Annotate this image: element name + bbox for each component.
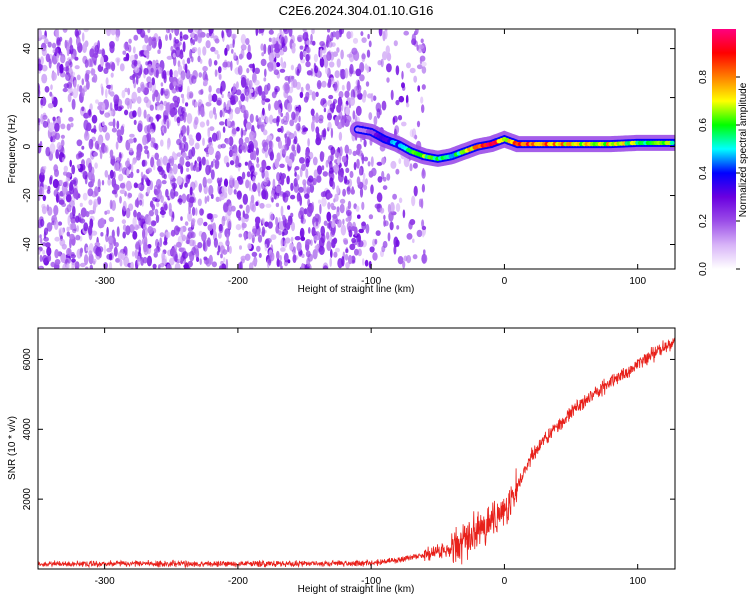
colorbar: 0.0 0.2 0.4 0.6 0.8 Normalized spectral ampl… — [698, 29, 749, 276]
x-tick-label: -300 — [95, 276, 115, 287]
y-tick-label: 6000 — [22, 348, 33, 371]
x-tick-label: -200 — [228, 276, 248, 287]
spectrogram-y-axis-label: Frequency (Hz) — [7, 115, 18, 184]
noise-field — [38, 29, 428, 269]
colorbar-tick-label: 0.6 — [698, 118, 709, 132]
y-tick-label: -20 — [22, 188, 33, 203]
spectrogram-x-ticks: -300 -200 -100 0 100 — [95, 29, 646, 287]
colorbar-label: Normalized spectral amplitude — [738, 82, 749, 217]
spectrogram-frame — [37, 28, 676, 270]
x-tick-label: 0 — [502, 576, 508, 587]
y-tick-label: 40 — [22, 43, 33, 55]
spectrogram-x-axis-label: Height of straight line (km) — [298, 284, 415, 295]
snr-series-line — [38, 337, 675, 569]
snr-panel: -300 -200 -100 0 100 2000 4000 6000 Height of … — [7, 327, 676, 595]
colorbar-tick-label: 0.0 — [698, 262, 709, 276]
y-tick-label: -40 — [22, 237, 33, 252]
snr-frame — [37, 327, 676, 570]
snr-y-axis-label: SNR (10 * v/v) — [7, 416, 18, 480]
x-tick-label: -200 — [228, 576, 248, 587]
x-tick-label: -100 — [361, 276, 381, 287]
spectrogram-y-ticks: -40 -20 0 20 40 — [22, 43, 675, 252]
spectrogram-image — [38, 29, 675, 269]
y-tick-label: 20 — [22, 92, 33, 104]
colorbar-ticks: 0.0 0.2 0.4 0.6 0.8 — [698, 70, 740, 276]
x-tick-label: 100 — [629, 276, 646, 287]
colorbar-tick-label: 0.2 — [698, 214, 709, 228]
colorbar-gradient — [712, 29, 736, 269]
x-tick-label: 0 — [502, 276, 508, 287]
snr-x-ticks: -300 -200 -100 0 100 — [95, 328, 646, 587]
y-tick-label: 0 — [22, 143, 33, 149]
y-tick-label: 2000 — [22, 488, 33, 511]
x-tick-label: -100 — [361, 576, 381, 587]
signal-ridge — [349, 121, 675, 167]
chart-title: C2E6.2024.304.01.10.G16 — [279, 3, 434, 18]
y-tick-label: 4000 — [22, 418, 33, 441]
x-tick-label: -300 — [95, 576, 115, 587]
colorbar-tick-label: 0.4 — [698, 166, 709, 180]
x-tick-label: 100 — [629, 576, 646, 587]
snr-plot — [38, 337, 675, 569]
snr-y-ticks: 2000 4000 6000 — [22, 348, 675, 510]
snr-x-axis-label: Height of straight line (km) — [298, 584, 415, 595]
colorbar-tick-label: 0.8 — [698, 70, 709, 84]
